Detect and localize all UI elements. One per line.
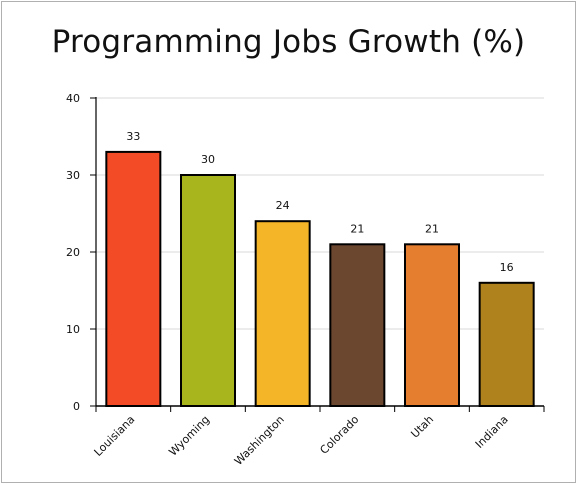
bars [105, 150, 535, 407]
data-label: 21 [425, 222, 439, 235]
data-label: 16 [500, 261, 514, 274]
bar-washington [254, 220, 311, 407]
category-label: Utah [408, 413, 436, 441]
y-tick-label: 30 [66, 169, 80, 182]
bar-utah [404, 243, 460, 407]
y-tick-label: 0 [73, 400, 80, 413]
bar-colorado [329, 243, 386, 407]
data-label: 33 [126, 130, 140, 143]
data-label: 30 [201, 153, 215, 166]
category-label: Washington [232, 413, 287, 468]
category-label: Colorado [317, 413, 361, 457]
bar-louisiana [105, 150, 162, 407]
category-label: Louisiana [92, 413, 138, 459]
chart-title: Programming Jobs Growth (%) [51, 24, 526, 60]
category-label: Wyoming [166, 413, 212, 459]
y-tick-label: 20 [66, 246, 80, 259]
y-tick-label: 10 [66, 323, 80, 336]
data-label: 24 [276, 199, 290, 212]
axes: 0 10 20 30 40 [66, 92, 545, 413]
category-label: Indiana [473, 413, 511, 451]
gridlines [96, 97, 544, 330]
bar-wyoming [180, 174, 236, 407]
y-tick-label: 40 [66, 92, 80, 105]
data-label: 21 [350, 222, 364, 235]
bar-indiana [478, 281, 535, 407]
